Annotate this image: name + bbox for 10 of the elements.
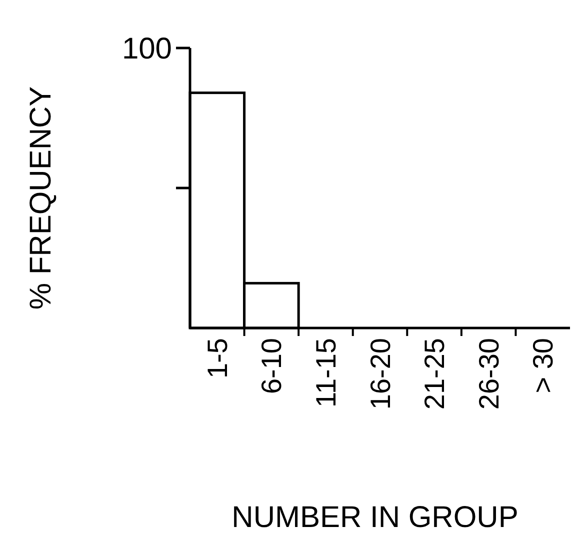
x-tick-label: 26-30: [473, 338, 504, 410]
x-axis-title: NUMBER IN GROUP: [232, 501, 518, 534]
y-axis-title: % FREQUENCY: [24, 86, 58, 310]
x-tick-label: > 30: [528, 338, 559, 394]
x-tick-label: 21-25: [419, 338, 450, 410]
x-tick-label: 6-10: [256, 338, 288, 394]
x-tick-label: 11-15: [310, 338, 342, 408]
y-tick-label: 100: [122, 32, 172, 66]
x-tick-label: 1-5: [202, 338, 233, 378]
x-tick-label: 16-20: [364, 338, 396, 410]
